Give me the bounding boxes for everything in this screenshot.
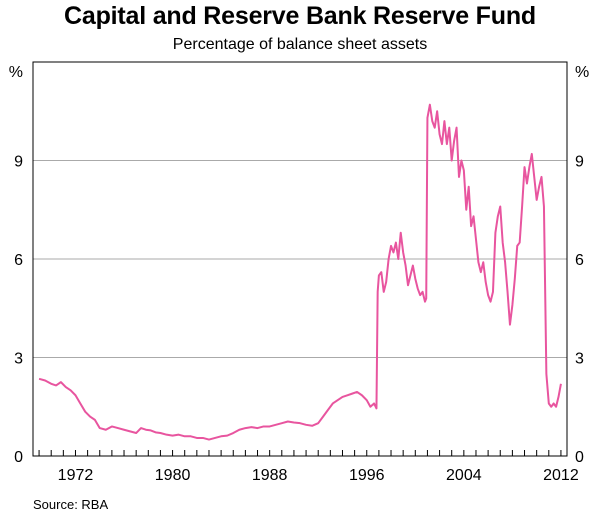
y-tick-label-left: 9 <box>14 154 23 171</box>
x-tick-label: 2004 <box>446 467 482 484</box>
x-tick-label: 1988 <box>252 467 288 484</box>
y-tick-label-right: 3 <box>575 351 584 368</box>
x-tick-label: 2012 <box>543 467 579 484</box>
x-tick-label: 1980 <box>155 467 191 484</box>
axis-labels: % % 0 0 3 3 6 6 9 9 1972 1980 1988 1996 2004 2012 <box>9 64 589 484</box>
y-tick-label-right: 9 <box>575 154 584 171</box>
x-axis-ticks <box>38 450 562 456</box>
x-tick-label: 1972 <box>58 467 94 484</box>
plot-frame <box>32 61 568 457</box>
y-axis-label-right: % <box>575 64 589 81</box>
y-tick-label-left: 6 <box>14 252 23 269</box>
y-tick-label-left: 3 <box>14 351 23 368</box>
y-tick-label-right: 0 <box>575 449 584 466</box>
y-tick-label-right: 6 <box>575 252 584 269</box>
chart-title: Capital and Reserve Bank Reserve Fund <box>64 2 536 30</box>
chart-subtitle: Percentage of balance sheet assets <box>172 36 428 53</box>
x-tick-label: 1996 <box>349 467 385 484</box>
y-tick-label-left: 0 <box>14 449 23 466</box>
y-axis-label-left: % <box>9 64 23 81</box>
series-line <box>38 103 562 441</box>
source-note: Source: RBA <box>33 497 109 512</box>
gridlines <box>33 160 567 358</box>
